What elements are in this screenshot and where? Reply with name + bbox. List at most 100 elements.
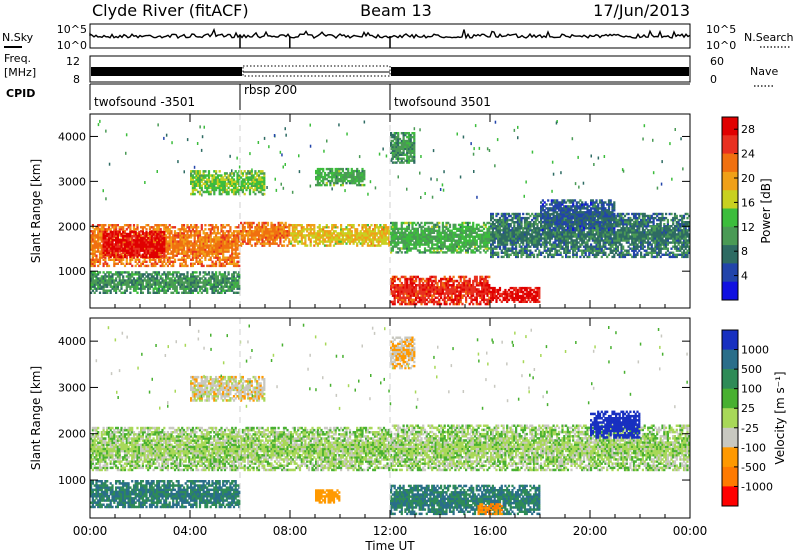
heatmap-cell	[634, 235, 637, 238]
heatmap-cell	[298, 232, 302, 235]
heatmap-cell	[97, 240, 100, 243]
heatmap-cell	[450, 239, 453, 242]
heatmap-cell	[459, 241, 462, 244]
heatmap-cell	[557, 229, 561, 232]
heatmap-cell	[688, 235, 691, 238]
heatmap-cell	[116, 234, 119, 238]
heatmap-cell	[536, 255, 539, 259]
heatmap-cell	[193, 234, 196, 237]
heatmap-cell	[500, 239, 503, 242]
heatmap-cell	[418, 225, 421, 229]
heatmap-cell	[309, 238, 312, 241]
heatmap-cell	[297, 224, 300, 227]
heatmap-cell	[629, 235, 632, 238]
heatmap-cell	[236, 260, 239, 263]
heatmap-cell	[190, 224, 193, 227]
heatmap-cell	[645, 249, 648, 252]
heatmap-cell	[609, 247, 612, 250]
heatmap-cell	[565, 253, 568, 256]
heatmap-cell	[154, 247, 157, 250]
heatmap-cell	[472, 235, 475, 238]
heatmap-cell	[111, 243, 114, 246]
heatmap-cell	[116, 230, 119, 234]
heatmap-cell	[509, 214, 512, 218]
heatmap-cell	[522, 239, 525, 242]
heatmap-cell	[615, 249, 618, 252]
heatmap-cell	[470, 235, 473, 238]
heatmap-cell	[673, 225, 677, 228]
heatmap-cell	[607, 231, 611, 234]
heatmap-cell	[481, 245, 484, 248]
heatmap-cell	[520, 233, 523, 236]
heatmap-cell	[263, 225, 266, 229]
heatmap-cell	[632, 233, 636, 236]
heatmap-cell	[391, 247, 394, 250]
heatmap-cell	[170, 250, 173, 253]
heatmap-cell	[472, 227, 475, 231]
heatmap-cell	[545, 251, 548, 254]
heatmap-cell	[91, 256, 94, 259]
heatmap-cell	[172, 248, 175, 251]
heatmap-cell	[286, 234, 289, 237]
heatmap-cell	[116, 253, 119, 257]
heatmap-cell	[125, 254, 128, 257]
heatmap-cell	[150, 226, 153, 229]
heatmap-cell	[448, 223, 452, 227]
heatmap-cell	[234, 252, 237, 255]
heatmap-cell	[318, 232, 321, 235]
heatmap-cell	[504, 253, 507, 256]
heatmap-cell	[179, 248, 182, 251]
heatmap-cell	[191, 250, 194, 253]
heatmap-cell	[157, 260, 161, 263]
heatmap-cell	[400, 227, 403, 231]
heatmap-cell	[306, 234, 309, 237]
heatmap-cell	[175, 246, 178, 249]
heatmap-cell	[215, 226, 218, 229]
heatmap-cell	[459, 227, 462, 231]
heatmap-cell	[223, 238, 227, 241]
heatmap-cell	[631, 241, 634, 244]
heatmap-cell	[266, 238, 269, 241]
heatmap-cell	[166, 240, 169, 243]
heatmap-cell	[440, 233, 443, 236]
heatmap-cell	[223, 240, 227, 243]
heatmap-cell	[397, 251, 400, 254]
heatmap-cell	[479, 225, 482, 229]
heatmap-cell	[536, 243, 539, 246]
heatmap-cell	[309, 242, 312, 245]
heatmap-cell	[659, 239, 662, 242]
heatmap-cell	[243, 225, 246, 229]
heatmap-cell	[325, 232, 328, 235]
heatmap-cell	[256, 238, 259, 241]
heatmap-cell	[125, 256, 128, 259]
heatmap-cell	[391, 275, 394, 279]
heatmap-cell	[648, 216, 652, 220]
heatmap-cell	[222, 230, 225, 233]
heatmap-cell	[150, 251, 153, 254]
heatmap-cell	[538, 241, 541, 244]
heatmap-cell	[143, 239, 146, 242]
heatmap-cell	[411, 235, 414, 238]
heatmap-cell	[218, 246, 221, 249]
heatmap-cell	[148, 239, 152, 242]
heatmap-cell	[213, 246, 216, 249]
heatmap-cell	[607, 247, 611, 250]
heatmap-cell	[190, 262, 193, 265]
heatmap-cell	[136, 241, 139, 244]
heatmap-cell	[570, 237, 573, 240]
heatmap-cell	[257, 232, 261, 235]
heatmap-cell	[122, 239, 125, 242]
heatmap-cell	[129, 224, 132, 227]
heatmap-cell	[534, 212, 537, 216]
heatmap-cell	[222, 226, 225, 229]
heatmap-cell	[116, 239, 119, 242]
heatmap-cell	[218, 258, 221, 261]
heatmap-cell	[586, 243, 589, 246]
heatmap-cell	[223, 236, 227, 239]
heatmap-cell	[484, 239, 487, 242]
heatmap-cell	[622, 255, 625, 259]
heatmap-cell	[209, 246, 212, 249]
heatmap-cell	[623, 231, 627, 234]
heatmap-cell	[432, 249, 436, 252]
heatmap-cell	[534, 214, 537, 218]
